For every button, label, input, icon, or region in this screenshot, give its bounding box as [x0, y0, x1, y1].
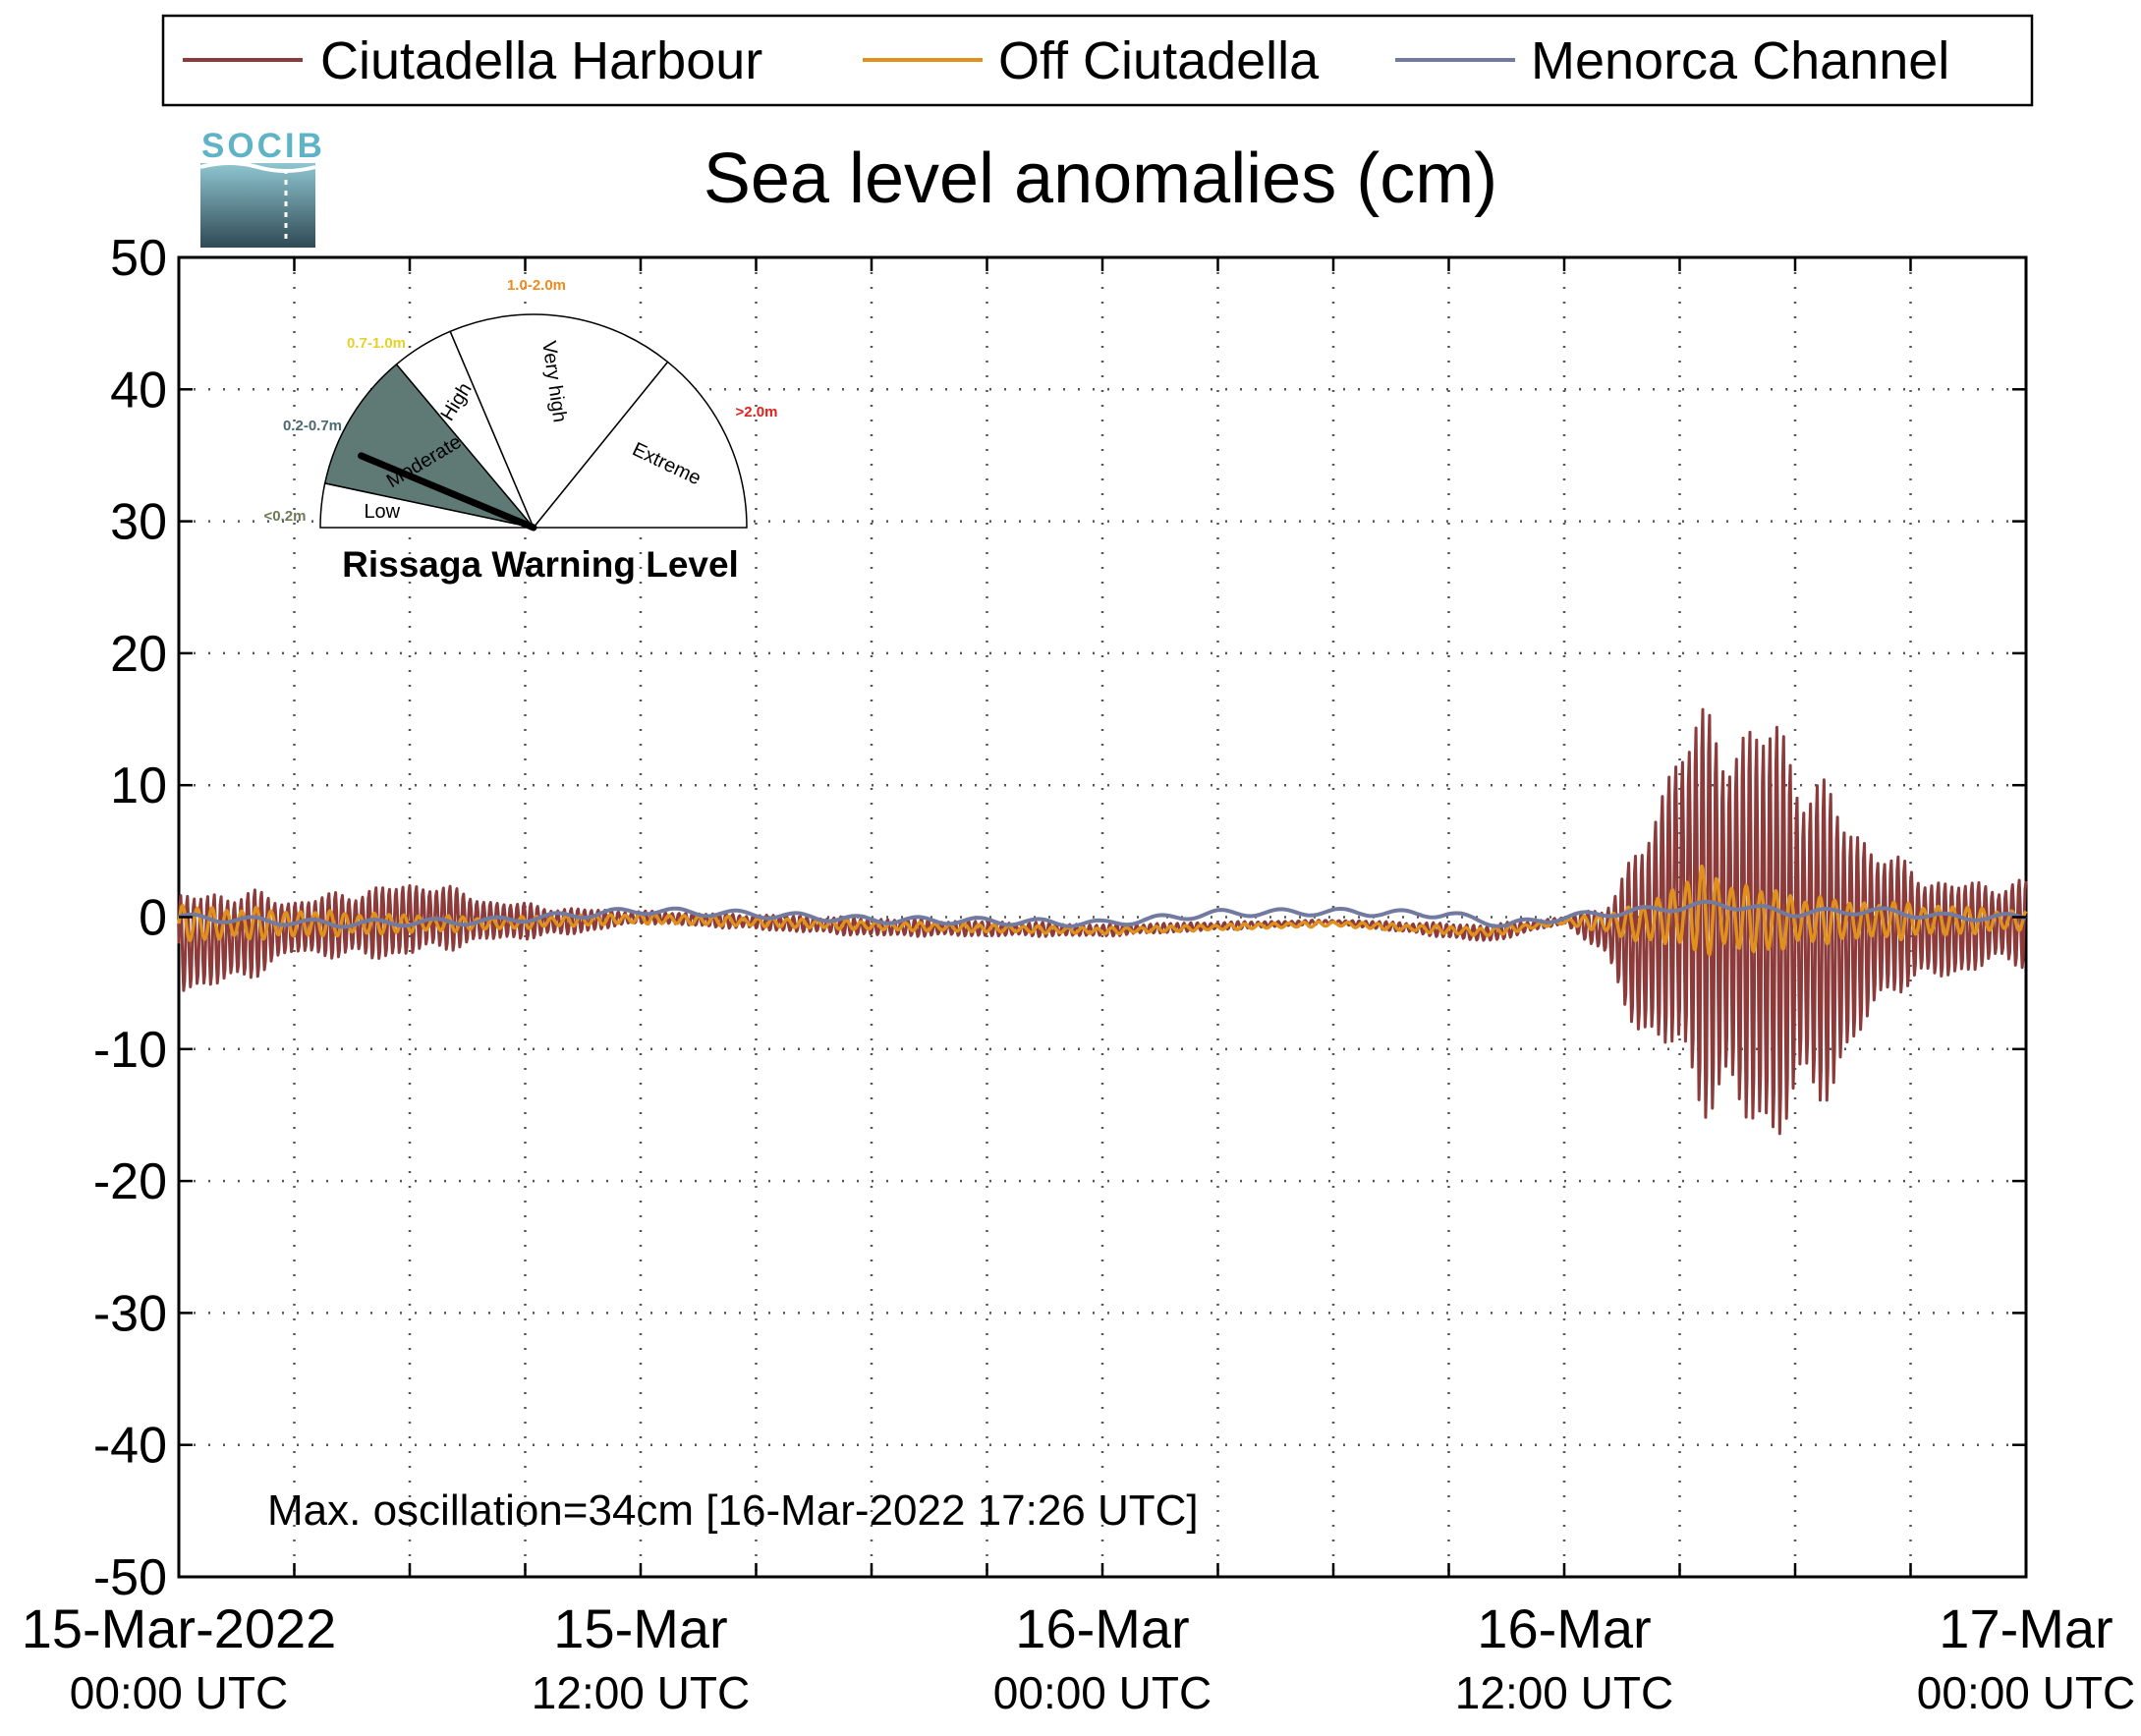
legend-box	[161, 14, 2034, 107]
rissaga-gauge: <0.2m0.2-0.7m0.7-1.0m1.0-2.0m>2.0m LowMo…	[264, 277, 778, 585]
logo-text: SOCIB	[201, 127, 325, 165]
x-tick-label-date: 15-Mar	[553, 1597, 727, 1659]
legend-label-menorca-channel: Menorca Channel	[1531, 31, 1949, 90]
y-tick-label: 40	[110, 362, 167, 419]
x-tick-label-time: 00:00 UTC	[1917, 1667, 2135, 1718]
chart-title: Sea level anomalies (cm)	[704, 140, 1497, 218]
x-tick-label-time: 12:00 UTC	[1455, 1667, 1673, 1718]
gauge-sectors	[319, 313, 748, 530]
y-tick-label: -50	[93, 1549, 167, 1606]
logo-wave-icon	[200, 163, 315, 248]
gauge-range-label: 1.0-2.0m	[507, 277, 566, 294]
y-axis: -50 -40 -30 -20 -10 0 10 20 30 40 50	[93, 230, 2026, 1606]
x-tick-label-date: 17-Mar	[1939, 1597, 2113, 1659]
x-axis: 15-Mar-2022 00:00 UTC 15-Mar 12:00 UTC 16-Ma…	[22, 257, 2135, 1718]
series-line-off-ciutadella	[177, 864, 2028, 957]
gauge-range-label: 0.7-1.0m	[347, 335, 406, 352]
y-tick-label: 10	[110, 757, 167, 814]
gauge-range-label: <0.2m	[264, 508, 307, 525]
y-tick-label: 0	[139, 890, 167, 947]
gauge-title: Rissaga Warning Level	[342, 544, 739, 585]
series-line-menorca-channel	[178, 899, 2027, 929]
y-tick-label: -20	[93, 1153, 167, 1210]
series-layer	[177, 707, 2028, 1136]
x-tick-label-date: 15-Mar-2022	[22, 1597, 337, 1659]
gauge-needle	[358, 452, 537, 532]
gauge-sector-name: Low	[364, 501, 400, 523]
gauge-range-label: >2.0m	[736, 404, 778, 420]
gauge-range-labels: <0.2m 0.2-0.7m 0.7-1.0m 1.0-2.0m >2.0m	[264, 277, 778, 525]
y-tick-label: -10	[93, 1022, 167, 1079]
socib-logo: SOCIB	[199, 127, 325, 248]
y-tick-label: -40	[93, 1418, 167, 1475]
legend-label-ciutadella-harbour: Ciutadella Harbour	[320, 31, 762, 90]
y-tick-label: 20	[110, 626, 167, 683]
legend-label-off-ciutadella: Off Ciutadella	[998, 31, 1320, 90]
x-tick-label-date: 16-Mar	[1015, 1597, 1189, 1659]
y-tick-label: 50	[110, 230, 167, 287]
x-tick-label-date: 16-Mar	[1477, 1597, 1651, 1659]
max-oscillation-annotation: Max. oscillation=34cm [16-Mar-2022 17:26…	[267, 1486, 1199, 1535]
gauge-sector-extreme	[532, 361, 748, 529]
series-line-ciutadella-harbour	[177, 707, 2028, 1136]
logo-wave-line	[199, 161, 316, 173]
gauge-sector-very-high	[449, 313, 669, 530]
y-tick-label: 30	[110, 494, 167, 551]
gauge-range-label: 0.2-0.7m	[283, 418, 342, 434]
legend: Ciutadella Harbour Off Ciutadella Menorc…	[161, 14, 2034, 107]
gauge-sector-moderate	[323, 363, 535, 530]
x-tick-label-time: 00:00 UTC	[70, 1667, 288, 1718]
x-tick-label-time: 12:00 UTC	[532, 1667, 750, 1718]
y-tick-label: -30	[93, 1285, 167, 1342]
x-tick-label-time: 00:00 UTC	[993, 1667, 1211, 1718]
